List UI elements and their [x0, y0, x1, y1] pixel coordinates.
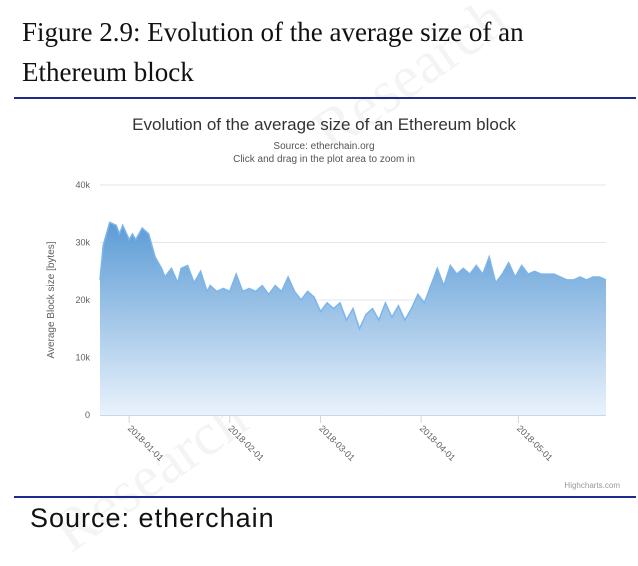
y-tick-label: 20k [75, 295, 90, 305]
y-axis-title: Average Block size [bytes] [46, 241, 57, 358]
y-tick-label: 10k [75, 353, 90, 363]
chart-subtitle-source: Source: etherchain.org [273, 141, 375, 152]
x-tick-label: 2018-03-01 [317, 423, 357, 463]
y-tick-label: 0 [85, 410, 90, 420]
chart-subtitle-zoom-hint: Click and drag in the plot area to zoom … [233, 154, 415, 165]
x-tick-label: 2018-05-01 [515, 423, 555, 463]
x-tick-label: 2018-01-01 [126, 423, 166, 463]
chart-title: Evolution of the average size of an Ethe… [132, 115, 516, 134]
chart-credits[interactable]: Highcharts.com [564, 481, 620, 490]
x-tick-label: 2018-02-01 [226, 423, 266, 463]
chart-plot-area[interactable]: 0 10k 20k 30k 40k Average Block size [bytes] 2… [14, 100, 634, 494]
x-tick-label: 2018-04-01 [418, 423, 458, 463]
y-tick-label: 40k [75, 180, 90, 190]
chart-container[interactable]: Evolution of the average size of an Ethe… [14, 100, 634, 494]
series-area [100, 222, 606, 415]
title-divider [14, 97, 636, 99]
series-line [99, 221, 607, 331]
y-tick-label: 30k [75, 238, 90, 248]
figure-title: Figure 2.9: Evolution of the average siz… [22, 17, 524, 87]
caption-divider [14, 496, 636, 498]
source-caption: Source: etherchain [30, 503, 275, 533]
